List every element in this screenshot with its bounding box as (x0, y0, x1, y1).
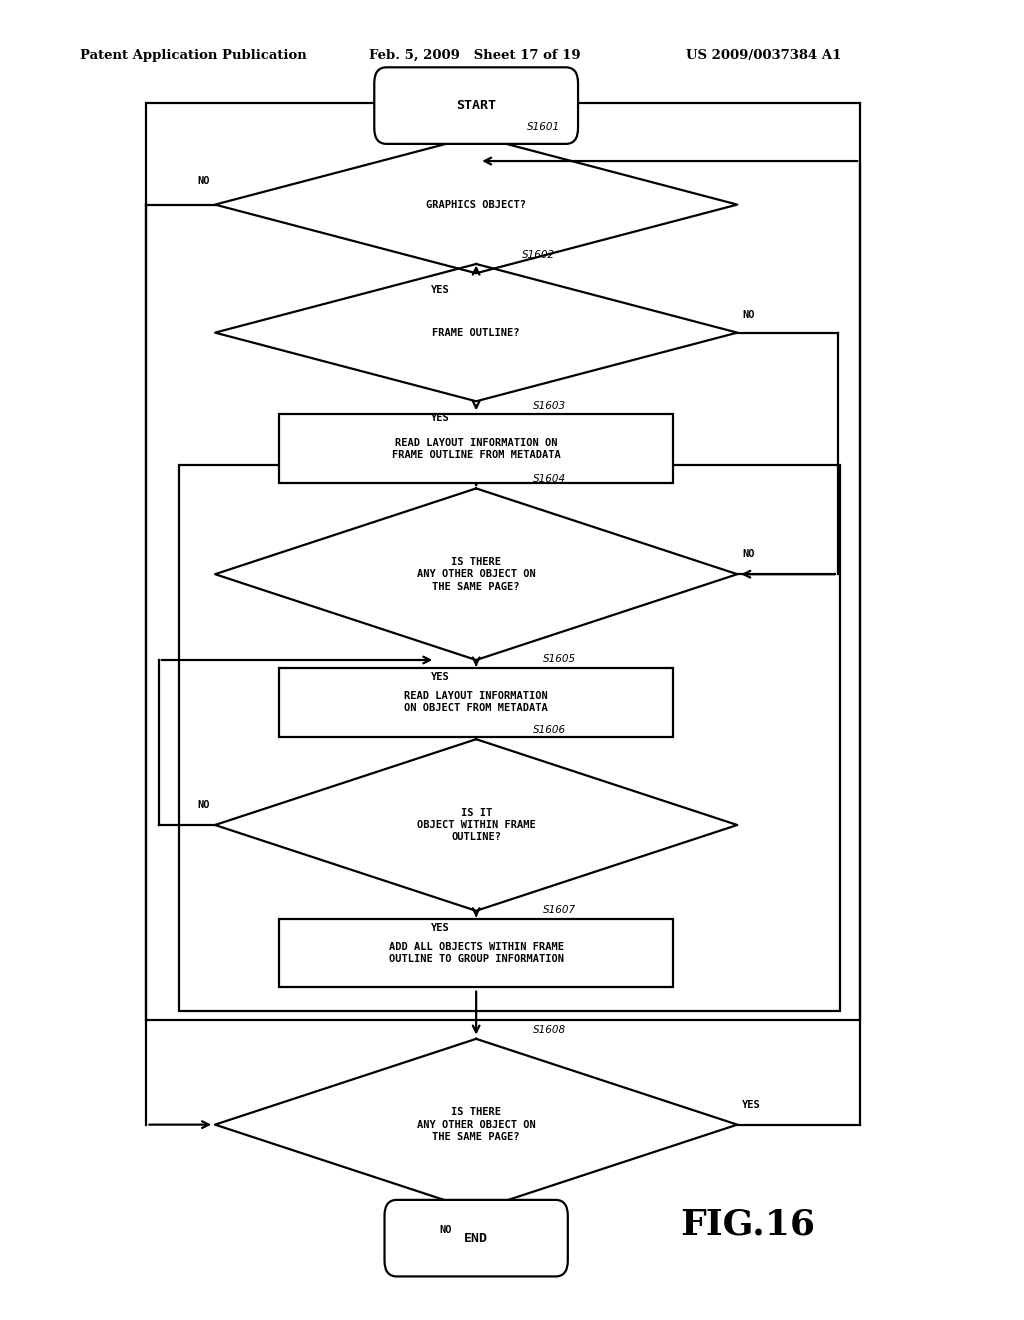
Text: READ LAYOUT INFORMATION
ON OBJECT FROM METADATA: READ LAYOUT INFORMATION ON OBJECT FROM M… (404, 692, 548, 713)
Polygon shape (215, 1039, 737, 1210)
Text: S1604: S1604 (532, 474, 565, 484)
Text: S1602: S1602 (522, 249, 555, 260)
Text: S1606: S1606 (532, 725, 565, 735)
Bar (279, 668, 674, 737)
Text: READ LAYOUT INFORMATION ON
FRAME OUTLINE FROM METADATA: READ LAYOUT INFORMATION ON FRAME OUTLINE… (392, 438, 560, 459)
Text: NO: NO (198, 176, 210, 186)
Text: US 2009/0037384 A1: US 2009/0037384 A1 (686, 49, 842, 62)
Text: ADD ALL OBJECTS WITHIN FRAME
OUTLINE TO GROUP INFORMATION: ADD ALL OBJECTS WITHIN FRAME OUTLINE TO … (389, 942, 563, 964)
Text: YES: YES (431, 923, 450, 933)
Text: Patent Application Publication: Patent Application Publication (80, 49, 306, 62)
Polygon shape (215, 264, 737, 401)
Polygon shape (215, 488, 737, 660)
Bar (179, 465, 840, 1011)
Text: YES: YES (431, 285, 450, 296)
FancyBboxPatch shape (375, 67, 578, 144)
Bar (146, 103, 860, 1020)
Text: FIG.16: FIG.16 (680, 1208, 815, 1242)
Text: GRAPHICS OBJECT?: GRAPHICS OBJECT? (426, 199, 526, 210)
Text: S1608: S1608 (532, 1024, 565, 1035)
Text: IS THERE
ANY OTHER OBJECT ON
THE SAME PAGE?: IS THERE ANY OTHER OBJECT ON THE SAME PA… (417, 557, 536, 591)
Text: S1605: S1605 (543, 653, 575, 664)
Text: IS IT
OBJECT WITHIN FRAME
OUTLINE?: IS IT OBJECT WITHIN FRAME OUTLINE? (417, 808, 536, 842)
Text: START: START (456, 99, 497, 112)
Text: YES: YES (431, 672, 450, 682)
FancyBboxPatch shape (385, 1200, 567, 1276)
Bar (279, 414, 674, 483)
Text: YES: YES (431, 413, 450, 424)
Text: IS THERE
ANY OTHER OBJECT ON
THE SAME PAGE?: IS THERE ANY OTHER OBJECT ON THE SAME PA… (417, 1107, 536, 1142)
Text: NO: NO (742, 549, 755, 560)
Bar (279, 919, 674, 987)
Text: END: END (464, 1232, 488, 1245)
Text: FRAME OUTLINE?: FRAME OUTLINE? (432, 327, 520, 338)
Text: Feb. 5, 2009   Sheet 17 of 19: Feb. 5, 2009 Sheet 17 of 19 (369, 49, 581, 62)
Text: S1607: S1607 (543, 904, 575, 915)
Text: NO: NO (439, 1225, 452, 1236)
Text: S1603: S1603 (532, 400, 565, 411)
Text: S1601: S1601 (527, 121, 560, 132)
Polygon shape (215, 739, 737, 911)
Text: NO: NO (742, 310, 755, 321)
Polygon shape (215, 136, 737, 273)
Text: YES: YES (742, 1100, 761, 1110)
Text: NO: NO (198, 800, 210, 810)
